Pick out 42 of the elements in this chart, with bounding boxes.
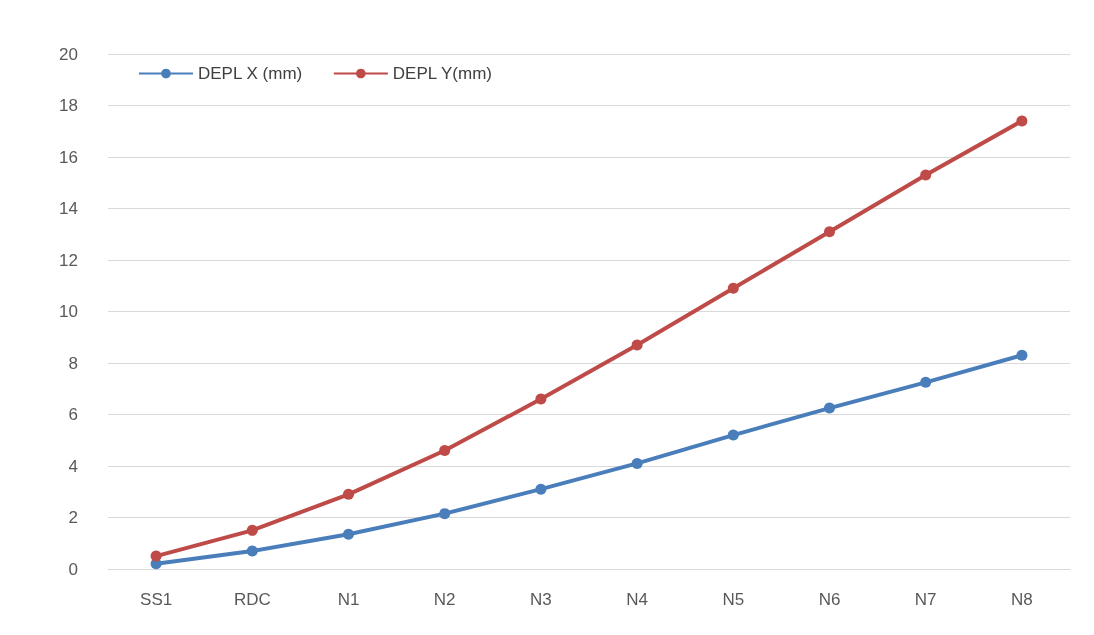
y-tick-label: 14 xyxy=(59,199,78,218)
point xyxy=(920,376,932,388)
point xyxy=(824,402,835,414)
y-tick-label: 8 xyxy=(68,353,78,373)
x-tick-label: N8 xyxy=(1011,590,1033,609)
point xyxy=(246,524,258,536)
x-tick-label: RDC xyxy=(233,590,271,609)
point xyxy=(535,393,547,405)
point xyxy=(631,339,643,351)
y-tick-label: 2 xyxy=(68,508,78,527)
x-tick-label: N3 xyxy=(530,590,552,609)
point xyxy=(1016,115,1028,127)
y-tick-label: 20 xyxy=(59,44,78,64)
point xyxy=(631,457,643,469)
y-tick-label: 16 xyxy=(59,147,78,167)
y-tick-label: 10 xyxy=(59,302,78,321)
point xyxy=(920,169,932,181)
point xyxy=(1016,349,1028,361)
x-tick-label: N1 xyxy=(337,590,360,609)
point xyxy=(439,445,451,457)
x-tick-label: N6 xyxy=(818,590,841,609)
point xyxy=(246,545,258,557)
legend-label: DEPL X (mm) xyxy=(198,64,303,83)
y-tick-label: 6 xyxy=(68,405,78,424)
point xyxy=(150,550,162,562)
point xyxy=(439,508,451,520)
legend-label: DEPL Y(mm) xyxy=(392,64,493,83)
point xyxy=(343,528,354,540)
point xyxy=(727,282,739,294)
y-tick-label: 12 xyxy=(59,250,78,270)
point xyxy=(343,488,354,500)
y-tick-label: 18 xyxy=(59,96,78,115)
point xyxy=(727,429,739,441)
y-tick-label: 4 xyxy=(68,456,78,476)
point xyxy=(535,483,547,495)
x-tick-label: N4 xyxy=(626,590,648,609)
x-tick-label: SS1 xyxy=(140,590,173,609)
y-tick-label: 0 xyxy=(68,559,78,579)
x-tick-label: N7 xyxy=(914,590,937,609)
x-tick-label: N5 xyxy=(722,590,745,609)
x-tick-label: N2 xyxy=(433,590,456,609)
point xyxy=(824,226,835,238)
